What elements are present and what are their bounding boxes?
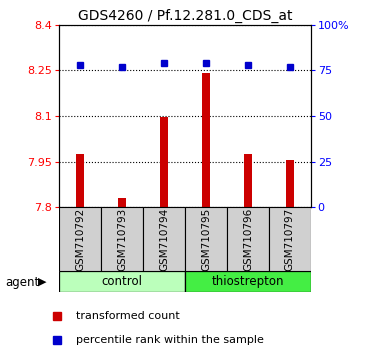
Text: GSM710793: GSM710793: [117, 207, 127, 270]
Bar: [269, 207, 311, 271]
Bar: [143, 207, 185, 271]
Bar: [76, 154, 84, 207]
Text: GDS4260 / Pf.12.281.0_CDS_at: GDS4260 / Pf.12.281.0_CDS_at: [78, 9, 292, 23]
Bar: [286, 160, 294, 207]
Text: control: control: [102, 275, 142, 288]
Text: agent: agent: [6, 276, 40, 289]
Text: percentile rank within the sample: percentile rank within the sample: [76, 335, 264, 345]
Text: GSM710795: GSM710795: [201, 207, 211, 270]
Text: transformed count: transformed count: [76, 310, 180, 321]
Bar: [244, 154, 252, 207]
Text: GSM710797: GSM710797: [285, 207, 295, 270]
Text: GSM710792: GSM710792: [75, 207, 85, 270]
Bar: [118, 198, 126, 207]
Bar: [59, 207, 101, 271]
Bar: [160, 118, 168, 207]
Bar: [101, 207, 143, 271]
Text: GSM710794: GSM710794: [159, 207, 169, 270]
Text: ▶: ▶: [38, 277, 47, 287]
Bar: [202, 73, 210, 207]
Bar: [185, 271, 311, 292]
Text: thiostrepton: thiostrepton: [212, 275, 284, 288]
Bar: [185, 207, 227, 271]
Text: GSM710796: GSM710796: [243, 207, 253, 270]
Bar: [227, 207, 269, 271]
Bar: [59, 271, 185, 292]
